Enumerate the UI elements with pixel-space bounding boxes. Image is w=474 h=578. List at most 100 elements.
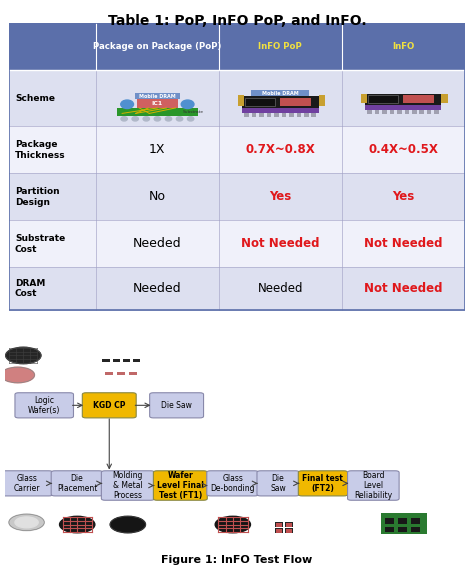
Bar <box>403 95 434 103</box>
Circle shape <box>110 516 146 533</box>
Bar <box>112 359 120 362</box>
Bar <box>238 98 245 101</box>
FancyBboxPatch shape <box>154 470 207 500</box>
Text: Die Saw: Die Saw <box>161 401 192 410</box>
Bar <box>342 268 465 310</box>
FancyBboxPatch shape <box>347 470 399 500</box>
Bar <box>441 96 448 98</box>
Bar <box>368 95 398 103</box>
Bar <box>398 527 407 532</box>
Bar <box>238 103 245 106</box>
Bar <box>441 94 448 96</box>
Bar <box>404 110 409 114</box>
Circle shape <box>181 100 194 109</box>
FancyBboxPatch shape <box>207 470 258 496</box>
Bar <box>361 98 367 101</box>
Bar <box>129 372 137 375</box>
Text: Scheme: Scheme <box>15 94 55 103</box>
Circle shape <box>187 117 194 121</box>
Bar <box>259 113 264 117</box>
Text: No: No <box>149 190 166 203</box>
Bar <box>252 113 256 117</box>
FancyBboxPatch shape <box>298 470 347 496</box>
Bar <box>9 70 96 127</box>
FancyBboxPatch shape <box>1 470 53 496</box>
Circle shape <box>176 117 182 121</box>
Bar <box>96 173 219 220</box>
Bar <box>411 527 420 532</box>
Bar <box>375 110 379 114</box>
Text: 1X: 1X <box>149 143 165 156</box>
Text: Yes: Yes <box>392 190 414 203</box>
Circle shape <box>215 516 250 533</box>
Circle shape <box>60 516 95 533</box>
Bar <box>276 523 282 527</box>
Text: Logic
Wafer(s): Logic Wafer(s) <box>28 395 60 415</box>
Bar <box>311 113 316 117</box>
Bar <box>385 518 394 524</box>
Text: Needed: Needed <box>133 238 182 250</box>
Bar <box>297 113 301 117</box>
FancyBboxPatch shape <box>101 470 155 500</box>
Text: Needed: Needed <box>133 282 182 295</box>
Bar <box>361 94 367 96</box>
Bar <box>9 127 96 173</box>
Bar <box>286 523 292 527</box>
Bar <box>397 110 401 114</box>
Circle shape <box>154 117 161 121</box>
FancyBboxPatch shape <box>51 470 103 496</box>
Bar <box>102 359 109 362</box>
Text: IC2: IC2 <box>377 97 389 102</box>
Bar <box>319 101 325 103</box>
Text: Package
Thickness: Package Thickness <box>15 140 65 160</box>
Bar <box>289 113 294 117</box>
Text: KGD CP: KGD CP <box>93 401 126 410</box>
Bar <box>427 110 431 114</box>
Bar <box>412 110 417 114</box>
Text: Partition
Design: Partition Design <box>15 187 60 206</box>
Text: 0.7X~0.8X: 0.7X~0.8X <box>246 143 315 156</box>
FancyBboxPatch shape <box>15 393 73 418</box>
Bar <box>219 220 342 268</box>
Bar <box>9 268 96 310</box>
Circle shape <box>143 117 149 121</box>
Text: Substrate: Substrate <box>182 110 204 114</box>
Bar <box>275 528 283 533</box>
Bar <box>365 94 441 105</box>
Bar <box>276 529 282 533</box>
Bar <box>342 173 465 220</box>
Bar <box>219 268 342 310</box>
Bar <box>286 529 292 533</box>
Bar <box>342 220 465 268</box>
Bar <box>96 127 219 173</box>
Bar <box>342 70 465 127</box>
Bar <box>137 99 178 108</box>
Bar <box>441 98 448 101</box>
FancyBboxPatch shape <box>257 470 299 496</box>
Bar <box>219 173 342 220</box>
Bar <box>245 98 275 106</box>
Bar <box>398 518 407 524</box>
Circle shape <box>132 117 138 121</box>
Text: Die
Saw: Die Saw <box>270 473 286 493</box>
Text: InFO: InFO <box>392 42 414 51</box>
Circle shape <box>121 100 134 109</box>
Bar <box>361 96 367 98</box>
Bar <box>275 523 283 527</box>
Text: Wafer
Level Final
Test (FT1): Wafer Level Final Test (FT1) <box>157 470 204 501</box>
Circle shape <box>9 514 44 531</box>
Circle shape <box>15 517 38 528</box>
Bar <box>9 220 96 268</box>
Text: Not Needed: Not Needed <box>241 238 319 250</box>
Bar <box>434 110 439 114</box>
Bar <box>319 103 325 106</box>
Text: Not Needed: Not Needed <box>364 282 442 295</box>
Text: Glass
Carrier: Glass Carrier <box>14 473 40 493</box>
Text: Die
Placement: Die Placement <box>57 473 97 493</box>
Bar <box>285 523 293 527</box>
Text: InFO PoP: InFO PoP <box>258 42 302 51</box>
Text: Not Needed: Not Needed <box>364 238 442 250</box>
Bar <box>252 90 309 96</box>
Circle shape <box>121 117 128 121</box>
Bar <box>238 101 245 103</box>
